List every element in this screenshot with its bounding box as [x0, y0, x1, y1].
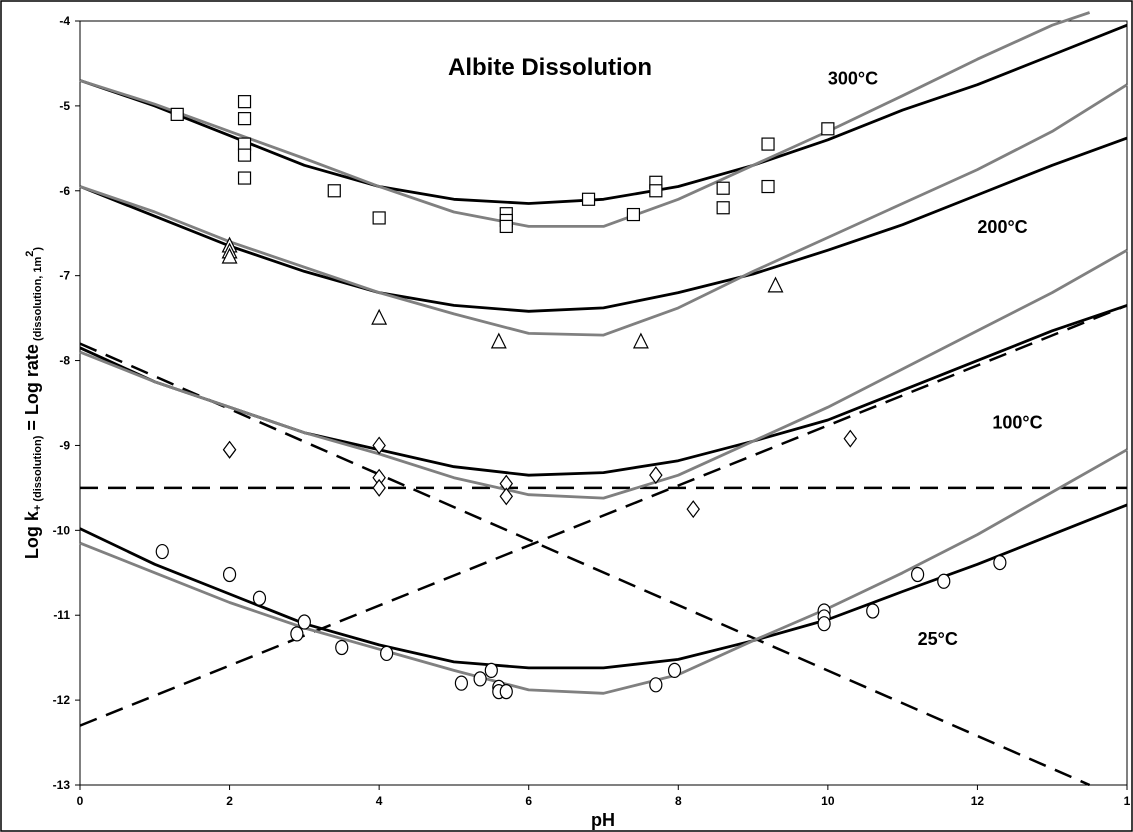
- marker-square-300c: [327, 184, 341, 198]
- curve-100c-gray: [79, 248, 1128, 500]
- marker-square-300c: [237, 112, 252, 126]
- plot-area-frame: [79, 20, 1128, 786]
- marker-square-300c: [649, 184, 663, 198]
- marker-circle-25c: [155, 543, 169, 560]
- marker-square-300c: [237, 148, 252, 162]
- marker-circle-25c: [993, 554, 1007, 571]
- marker-circle-25c: [499, 684, 513, 700]
- marker-circle-25c: [473, 671, 487, 687]
- marker-triangle-200c: [632, 332, 649, 349]
- marker-circle-25c: [649, 677, 663, 693]
- marker-diamond-100c: [843, 429, 858, 448]
- marker-square-300c: [581, 192, 596, 206]
- y-axis-label-sub-1: + (dissolution): [32, 435, 44, 511]
- chart-title: Albite Dissolution: [448, 54, 652, 81]
- marker-square-300c: [170, 107, 184, 121]
- temperature-labels-layer: 300°C 200°C 100°C 25°C: [828, 69, 1043, 649]
- marker-triangle-200c: [490, 332, 507, 349]
- marker-square-300c: [372, 211, 386, 225]
- marker-square-300c: [716, 201, 730, 215]
- marker-diamond-100c: [372, 478, 386, 497]
- curve-200c-gray: [79, 83, 1128, 337]
- y-axis-label: Log k+ (dissolution) = Log rate (dissolu…: [22, 247, 44, 560]
- marker-square-300c: [237, 95, 252, 109]
- temp-label-300c: 300°C: [828, 69, 878, 89]
- marker-triangle-200c: [767, 276, 784, 293]
- y-tick-label: -8: [59, 354, 70, 368]
- x-tick-label: 0: [77, 794, 84, 808]
- y-tick-label: -5: [59, 99, 70, 113]
- y-tick-label: -10: [53, 523, 71, 537]
- x-tick-label: 6: [525, 794, 532, 808]
- marker-square-300c: [237, 171, 252, 185]
- marker-square-300c: [626, 207, 641, 222]
- x-tick-label: 12: [971, 794, 985, 808]
- x-tick-label: 1: [1124, 794, 1131, 808]
- marker-diamond-100c: [372, 436, 386, 455]
- y-tick-label: -6: [59, 184, 70, 198]
- dashed-line-acid-mechanism: [79, 342, 1091, 787]
- model-curves-layer: [79, 11, 1128, 695]
- marker-circle-25c: [297, 614, 311, 630]
- marker-square-300c: [761, 179, 775, 194]
- marker-circle-25c: [252, 590, 267, 606]
- temp-label-100c: 100°C: [992, 412, 1042, 432]
- marker-diamond-100c: [222, 440, 237, 459]
- marker-diamond-100c: [499, 487, 514, 506]
- x-axis-label: pH: [591, 810, 615, 830]
- y-axis-label-sub-2: (dissolution, 1m: [32, 256, 44, 344]
- marker-triangle-200c: [371, 308, 388, 325]
- temp-label-25c: 25°C: [918, 629, 958, 649]
- y-axis-label-sub-3: ): [32, 247, 44, 251]
- x-tick-label: 8: [675, 794, 682, 808]
- curve-300c-black: [79, 23, 1128, 205]
- marker-circle-25c: [290, 626, 304, 642]
- curve-25c-gray: [79, 448, 1128, 695]
- x-tick-label: 2: [226, 794, 233, 808]
- curve-200c-black: [79, 136, 1128, 313]
- y-tick-label: -11: [53, 608, 70, 622]
- y-axis-label-sup: 2: [24, 251, 36, 257]
- marker-circle-25c: [937, 573, 951, 589]
- y-tick-label: -13: [53, 778, 71, 792]
- marker-square-300c: [237, 137, 252, 151]
- marker-triangle-200c: [221, 247, 238, 264]
- marker-circle-25c: [866, 603, 880, 619]
- marker-diamond-100c: [649, 466, 663, 485]
- marker-circle-25c: [817, 616, 831, 632]
- marker-circle-25c: [910, 566, 925, 583]
- y-tick-label: -9: [59, 438, 70, 452]
- y-tick-label: -7: [59, 269, 70, 283]
- marker-square-300c: [716, 181, 730, 195]
- y-axis-label-part-1: Log k: [22, 510, 42, 559]
- marker-circle-25c: [335, 639, 349, 656]
- marker-square-300c: [761, 137, 775, 151]
- x-tick-label: 4: [376, 794, 383, 808]
- marker-circle-25c: [222, 566, 237, 583]
- marker-circle-25c: [380, 645, 394, 662]
- marker-circle-25c: [484, 662, 498, 679]
- y-axis-label-part-2: = Log rate: [22, 344, 42, 436]
- tick-layer: 0 2 4 6 8 10 12 1 -4 -5 -6 -7 -8 -9 -10 -11 -12 -13: [53, 14, 1131, 808]
- marker-square-300c: [821, 122, 835, 136]
- marker-circle-25c: [667, 662, 682, 679]
- x-tick-label: 10: [821, 794, 835, 808]
- marker-diamond-100c: [686, 500, 700, 519]
- marker-square-300c: [499, 219, 513, 234]
- curve-300c-gray: [79, 11, 1091, 228]
- y-tick-label: -12: [53, 693, 71, 707]
- dashed-line-base-mechanism: [79, 304, 1128, 727]
- marker-circle-25c: [454, 675, 469, 691]
- temp-label-200c: 200°C: [977, 217, 1027, 237]
- dashed-lines-layer: [79, 304, 1128, 787]
- y-tick-label: -4: [59, 14, 70, 28]
- curve-25c-black: [79, 503, 1128, 670]
- data-markers-layer: [155, 95, 1007, 700]
